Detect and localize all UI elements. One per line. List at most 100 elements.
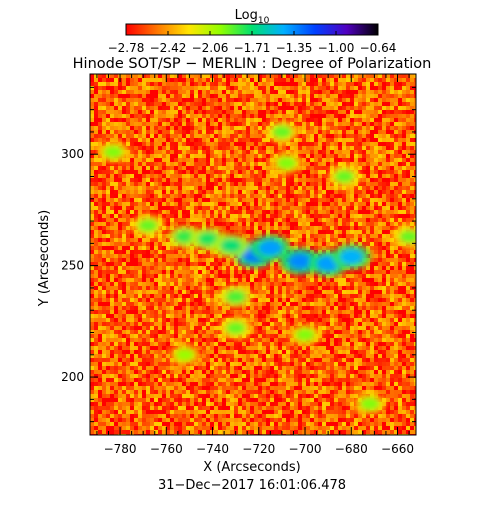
- heatmap-cell: [210, 94, 214, 98]
- heatmap-cell: [266, 122, 270, 126]
- heatmap-cell: [134, 302, 138, 306]
- heatmap-cell: [218, 78, 222, 82]
- heatmap-cell: [90, 110, 94, 114]
- heatmap-cell: [146, 190, 150, 194]
- heatmap-cell: [334, 310, 338, 314]
- heatmap-cell: [134, 182, 138, 186]
- heatmap-cell: [414, 134, 416, 138]
- heatmap-cell: [118, 134, 122, 138]
- heatmap-cell: [190, 110, 194, 114]
- heatmap-cell: [342, 274, 346, 278]
- heatmap-cell: [178, 78, 182, 82]
- heatmap-cell: [266, 294, 270, 298]
- heatmap-cell: [370, 286, 374, 290]
- heatmap-cell: [386, 214, 390, 218]
- heatmap-cell: [106, 106, 110, 110]
- heatmap-cell: [130, 202, 134, 206]
- heatmap-cell: [398, 150, 402, 154]
- heatmap-cell: [354, 186, 358, 190]
- heatmap-cell: [162, 238, 166, 242]
- heatmap-cell: [410, 186, 414, 190]
- heatmap-cell: [338, 190, 342, 194]
- heatmap-cell: [222, 178, 226, 182]
- heatmap-cell: [338, 134, 342, 138]
- heatmap-cell: [402, 274, 406, 278]
- heatmap-cell: [382, 282, 386, 286]
- heatmap-cell: [294, 178, 298, 182]
- heatmap-cell: [242, 142, 246, 146]
- heatmap-cell: [322, 74, 326, 78]
- heatmap-cell: [302, 158, 306, 162]
- heatmap-cell: [162, 218, 166, 222]
- heatmap-cell: [234, 178, 238, 182]
- heatmap-cell: [346, 310, 350, 314]
- heatmap-cell: [374, 214, 378, 218]
- heatmap-cell: [114, 274, 118, 278]
- heatmap-cell: [198, 258, 202, 262]
- heatmap-cell: [142, 142, 146, 146]
- heatmap-cell: [406, 262, 410, 266]
- heatmap-cell: [102, 118, 106, 122]
- heatmap-cell: [102, 306, 106, 310]
- heatmap-cell: [142, 294, 146, 298]
- heatmap-cell: [102, 246, 106, 250]
- heatmap-cell: [246, 286, 250, 290]
- heatmap-cell: [214, 90, 218, 94]
- heatmap-cell: [266, 170, 270, 174]
- heatmap-cell: [114, 214, 118, 218]
- heatmap-cell: [330, 294, 334, 298]
- heatmap-cell: [334, 114, 338, 118]
- heatmap-cell: [142, 246, 146, 250]
- heatmap-cell: [270, 74, 274, 78]
- heatmap-cell: [334, 238, 338, 242]
- heatmap-cell: [410, 294, 414, 298]
- heatmap-cell: [194, 258, 198, 262]
- heatmap-cell: [158, 202, 162, 206]
- heatmap-cell: [166, 226, 170, 230]
- heatmap-cell: [126, 158, 130, 162]
- heatmap-cell: [182, 150, 186, 154]
- heatmap-cell: [398, 222, 402, 226]
- heatmap-cell: [106, 262, 110, 266]
- heatmap-cell: [350, 110, 354, 114]
- heatmap-cell: [146, 134, 150, 138]
- heatmap-cell: [318, 102, 322, 106]
- heatmap-cell: [202, 302, 206, 306]
- heatmap-cell: [134, 94, 138, 98]
- heatmap-cell: [230, 182, 234, 186]
- heatmap-cell: [270, 90, 274, 94]
- heatmap-cell: [134, 314, 138, 318]
- heatmap-cell: [194, 182, 198, 186]
- heatmap-cell: [402, 302, 406, 306]
- heatmap-cell: [170, 262, 174, 266]
- heatmap-cell: [314, 194, 318, 198]
- heatmap-cell: [102, 190, 106, 194]
- heatmap-cell: [254, 310, 258, 314]
- heatmap-cell: [194, 246, 198, 250]
- heatmap-cell: [238, 86, 242, 90]
- heatmap-cell: [146, 186, 150, 190]
- heatmap-cell: [150, 258, 154, 262]
- heatmap-cell: [294, 302, 298, 306]
- heatmap-cell: [258, 206, 262, 210]
- heatmap-cell: [302, 302, 306, 306]
- heatmap-cell: [310, 286, 314, 290]
- heatmap-cell: [402, 222, 406, 226]
- heatmap-cell: [270, 82, 274, 86]
- heatmap-cell: [174, 146, 178, 150]
- heatmap-cell: [330, 234, 334, 238]
- heatmap-cell: [114, 166, 118, 170]
- heatmap-cell: [194, 110, 198, 114]
- heatmap-cell: [402, 194, 406, 198]
- heatmap-cell: [134, 274, 138, 278]
- heatmap-cell: [286, 198, 290, 202]
- heatmap-cell: [158, 106, 162, 110]
- heatmap-cell: [130, 310, 134, 314]
- heatmap-cell: [286, 178, 290, 182]
- heatmap-cell: [214, 110, 218, 114]
- heatmap-cell: [138, 238, 142, 242]
- heatmap-cell: [414, 178, 416, 182]
- heatmap-cell: [214, 214, 218, 218]
- heatmap-cell: [306, 226, 310, 230]
